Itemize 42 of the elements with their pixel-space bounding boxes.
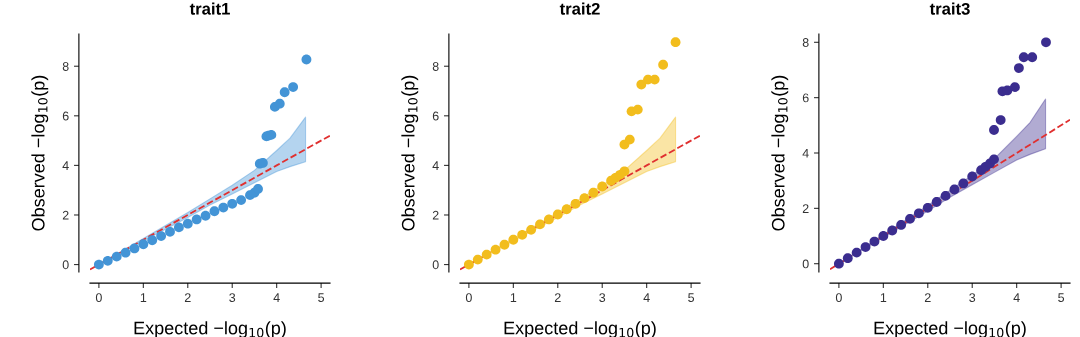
x-tick-label: 4 [1013, 293, 1020, 302]
y-tick-label: 0 [62, 260, 69, 270]
y-tick-label: 8 [62, 62, 69, 71]
x-tick-label: 4 [273, 293, 280, 302]
x-axis-title: Expected −log$_{10}$(p) [504, 321, 656, 337]
y-tick-label: 4 [802, 148, 809, 158]
y-tick-label: 6 [62, 111, 69, 121]
x-tick-label: 3 [969, 293, 976, 303]
chart-title: trait2 [559, 2, 600, 15]
x-tick-label: 0 [465, 293, 472, 303]
y-tick-label: 2 [432, 210, 439, 220]
x-tick-label: 0 [95, 293, 102, 303]
y-tick-label: 0 [432, 260, 439, 270]
y-axis-title: Observed −log$_{10}$(p) [31, 75, 49, 231]
x-axis-title: Expected −log$_{10}$(p) [134, 321, 286, 337]
x-tick-label: 3 [599, 293, 606, 303]
y-tick-label: 2 [802, 204, 809, 213]
y-tick-label: 6 [802, 93, 809, 103]
x-tick-label: 2 [924, 293, 931, 302]
x-tick-label: 1 [510, 293, 517, 302]
y-tick-label: 4 [62, 161, 69, 170]
x-tick-label: 0 [835, 293, 842, 303]
x-tick-label: 5 [688, 293, 695, 303]
y-tick-label: 2 [62, 210, 69, 220]
y-tick-label: 8 [802, 38, 809, 47]
x-tick-label: 5 [318, 293, 325, 303]
y-axis-title: Observed −log$_{10}$(p) [401, 75, 419, 231]
x-tick-label: 2 [554, 293, 561, 302]
x-tick-label: 1 [140, 293, 147, 302]
x-tick-label: 4 [643, 293, 650, 302]
x-tick-label: 3 [229, 293, 236, 303]
y-tick-label: 0 [802, 259, 809, 269]
x-axis-title: Expected −log$_{10}$(p) [874, 321, 1026, 337]
x-tick-label: 2 [184, 293, 191, 302]
x-tick-label: 5 [1058, 293, 1065, 303]
y-axis-title: Observed −log$_{10}$(p) [771, 75, 789, 231]
chart-title: trait1 [189, 2, 230, 15]
chart-title: trait3 [929, 2, 970, 15]
y-tick-label: 8 [432, 62, 439, 71]
y-tick-label: 4 [432, 161, 439, 170]
x-tick-label: 1 [880, 293, 887, 302]
y-tick-label: 6 [432, 111, 439, 121]
